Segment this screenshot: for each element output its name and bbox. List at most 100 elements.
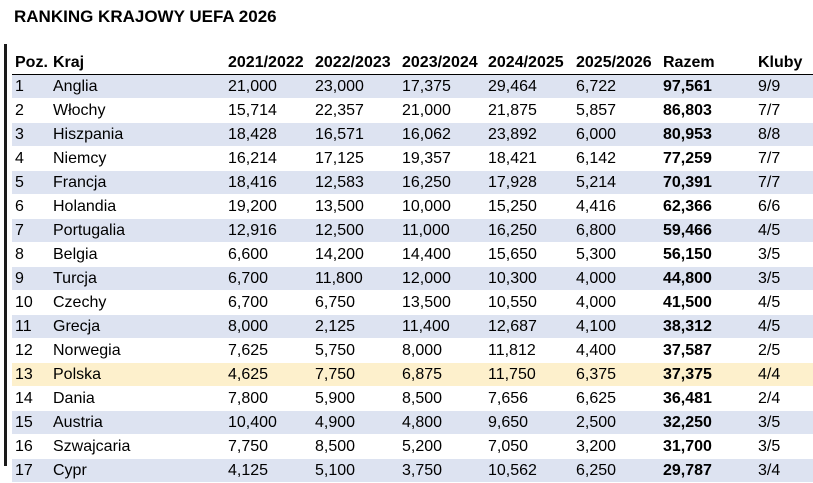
cell-total: 59,466 bbox=[660, 218, 755, 243]
table-row: 2 Włochy 15,714 22,357 21,000 21,875 5,857 86,8… bbox=[12, 98, 813, 123]
cell-country: Cypr bbox=[50, 458, 225, 483]
cell-2025: 4,400 bbox=[573, 338, 660, 363]
cell-2023: 4,800 bbox=[399, 410, 485, 435]
cell-2024: 10,300 bbox=[485, 266, 573, 291]
cell-2022: 5,750 bbox=[312, 338, 399, 363]
ranking-table: Poz. Kraj 2021/2022 2022/2023 2023/2024 … bbox=[12, 52, 813, 483]
cell-pos: 16 bbox=[12, 434, 50, 459]
cell-total: 37,587 bbox=[660, 338, 755, 363]
table-row: 17 Cypr 4,125 5,100 3,750 10,562 6,250 29,787 3/… bbox=[12, 458, 813, 483]
cell-total: 86,803 bbox=[660, 98, 755, 123]
cell-2023: 3,750 bbox=[399, 458, 485, 483]
cell-2022: 8,500 bbox=[312, 434, 399, 459]
cell-total: 38,312 bbox=[660, 314, 755, 339]
cell-2021: 16,214 bbox=[225, 146, 312, 171]
cell-clubs: 3/5 bbox=[755, 266, 813, 291]
cell-clubs: 6/6 bbox=[755, 194, 813, 219]
cell-country: Turcja bbox=[50, 266, 225, 291]
cell-2025: 6,142 bbox=[573, 146, 660, 171]
table-row: 4 Niemcy 16,214 17,125 19,357 18,421 6,142 77,2… bbox=[12, 146, 813, 171]
header-season-2023: 2023/2024 bbox=[399, 52, 485, 75]
cell-clubs: 3/5 bbox=[755, 242, 813, 267]
cell-pos: 10 bbox=[12, 290, 50, 315]
cell-2025: 4,100 bbox=[573, 314, 660, 339]
table-row: 9 Turcja 6,700 11,800 12,000 10,300 4,000 44,80… bbox=[12, 266, 813, 291]
header-pos: Poz. bbox=[12, 52, 50, 75]
cell-pos: 6 bbox=[12, 194, 50, 219]
cell-2025: 6,250 bbox=[573, 458, 660, 483]
cell-2021: 12,916 bbox=[225, 218, 312, 243]
cell-2021: 21,000 bbox=[225, 74, 312, 99]
cell-2025: 6,625 bbox=[573, 386, 660, 411]
cell-2022: 12,500 bbox=[312, 218, 399, 243]
header-season-2021: 2021/2022 bbox=[225, 52, 312, 75]
cell-2021: 7,750 bbox=[225, 434, 312, 459]
cell-2024: 21,875 bbox=[485, 98, 573, 123]
cell-total: 77,259 bbox=[660, 146, 755, 171]
cell-2023: 19,357 bbox=[399, 146, 485, 171]
cell-2024: 12,687 bbox=[485, 314, 573, 339]
cell-total: 36,481 bbox=[660, 386, 755, 411]
cell-clubs: 7/7 bbox=[755, 170, 813, 195]
cell-2024: 15,650 bbox=[485, 242, 573, 267]
cell-pos: 11 bbox=[12, 314, 50, 339]
cell-clubs: 3/5 bbox=[755, 434, 813, 459]
table-row: 8 Belgia 6,600 14,200 14,400 15,650 5,300 56,15… bbox=[12, 242, 813, 267]
cell-2024: 15,250 bbox=[485, 194, 573, 219]
cell-2022: 2,125 bbox=[312, 314, 399, 339]
header-season-2024: 2024/2025 bbox=[485, 52, 573, 75]
cell-2025: 4,416 bbox=[573, 194, 660, 219]
header-total: Razem bbox=[660, 52, 755, 75]
cell-2025: 4,000 bbox=[573, 290, 660, 315]
cell-2023: 11,400 bbox=[399, 314, 485, 339]
cell-2022: 6,750 bbox=[312, 290, 399, 315]
cell-total: 62,366 bbox=[660, 194, 755, 219]
cell-2021: 10,400 bbox=[225, 410, 312, 435]
header-season-2025: 2025/2026 bbox=[573, 52, 660, 75]
cell-2022: 4,900 bbox=[312, 410, 399, 435]
cell-2024: 11,750 bbox=[485, 362, 573, 387]
cell-2023: 5,200 bbox=[399, 434, 485, 459]
cell-total: 97,561 bbox=[660, 74, 755, 99]
cell-2025: 2,500 bbox=[573, 410, 660, 435]
cell-2024: 11,812 bbox=[485, 338, 573, 363]
cell-2025: 5,300 bbox=[573, 242, 660, 267]
table-row: 10 Czechy 6,700 6,750 13,500 10,550 4,000 41,50… bbox=[12, 290, 813, 315]
cell-2022: 14,200 bbox=[312, 242, 399, 267]
cell-total: 32,250 bbox=[660, 410, 755, 435]
table-header-row: Poz. Kraj 2021/2022 2022/2023 2023/2024 … bbox=[12, 52, 813, 75]
cell-2022: 23,000 bbox=[312, 74, 399, 99]
cell-2025: 6,800 bbox=[573, 218, 660, 243]
cell-2025: 4,000 bbox=[573, 266, 660, 291]
table-row: 14 Dania 7,800 5,900 8,500 7,656 6,625 36,481 2/… bbox=[12, 386, 813, 411]
cell-2024: 10,550 bbox=[485, 290, 573, 315]
cell-2025: 5,214 bbox=[573, 170, 660, 195]
cell-clubs: 9/9 bbox=[755, 74, 813, 99]
cell-2024: 23,892 bbox=[485, 122, 573, 147]
header-season-2022: 2022/2023 bbox=[312, 52, 399, 75]
table-row: 15 Austria 10,400 4,900 4,800 9,650 2,500 32,25… bbox=[12, 410, 813, 435]
cell-pos: 7 bbox=[12, 218, 50, 243]
cell-2023: 11,000 bbox=[399, 218, 485, 243]
left-border-line bbox=[4, 44, 7, 466]
cell-2021: 19,200 bbox=[225, 194, 312, 219]
cell-pos: 2 bbox=[12, 98, 50, 123]
cell-2025: 5,857 bbox=[573, 98, 660, 123]
table-row: 6 Holandia 19,200 13,500 10,000 15,250 4,416 62… bbox=[12, 194, 813, 219]
cell-2021: 7,800 bbox=[225, 386, 312, 411]
cell-clubs: 3/4 bbox=[755, 458, 813, 483]
table-row: 11 Grecja 8,000 2,125 11,400 12,687 4,100 38,31… bbox=[12, 314, 813, 339]
cell-2025: 6,000 bbox=[573, 122, 660, 147]
cell-country: Dania bbox=[50, 386, 225, 411]
header-clubs: Kluby bbox=[755, 52, 813, 75]
cell-clubs: 4/5 bbox=[755, 314, 813, 339]
table-row: 5 Francja 18,416 12,583 16,250 17,928 5,214 70,… bbox=[12, 170, 813, 195]
cell-2021: 8,000 bbox=[225, 314, 312, 339]
cell-pos: 9 bbox=[12, 266, 50, 291]
cell-pos: 1 bbox=[12, 74, 50, 99]
cell-2022: 11,800 bbox=[312, 266, 399, 291]
cell-country: Szwajcaria bbox=[50, 434, 225, 459]
cell-clubs: 8/8 bbox=[755, 122, 813, 147]
cell-country: Anglia bbox=[50, 74, 225, 99]
cell-2022: 16,571 bbox=[312, 122, 399, 147]
